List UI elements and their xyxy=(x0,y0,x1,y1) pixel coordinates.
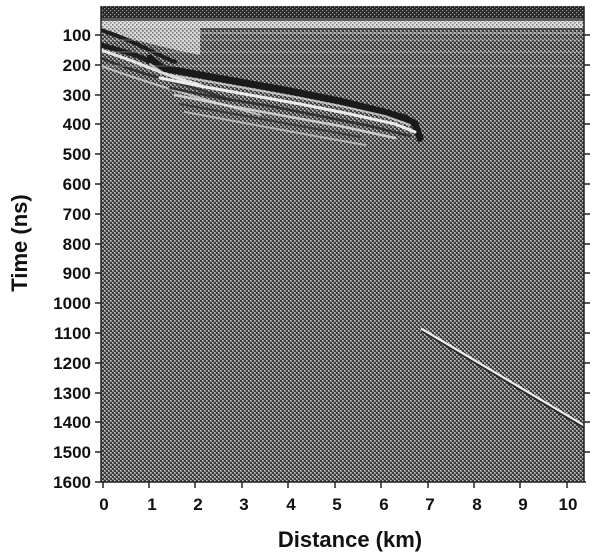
x-axis-ticks xyxy=(102,482,568,488)
x-tick-label: 2 xyxy=(193,495,202,514)
x-axis-title: Distance (km) xyxy=(278,527,422,552)
y-tick-label: 800 xyxy=(63,235,91,254)
x-tick-label: 4 xyxy=(286,495,296,514)
deep-linear-event xyxy=(420,327,584,429)
y-tick-label: 500 xyxy=(63,145,91,164)
y-tick-label: 1400 xyxy=(53,413,91,432)
x-tick-label: 0 xyxy=(99,495,108,514)
x-axis-labels: 0 1 2 3 4 5 6 7 8 9 10 xyxy=(99,495,577,514)
y-tick-label: 1100 xyxy=(54,324,91,343)
direct-wave-band xyxy=(101,6,584,55)
x-tick-label: 9 xyxy=(518,495,527,514)
x-tick-label: 3 xyxy=(239,495,248,514)
main-reflector xyxy=(146,54,424,146)
y-tick-label: 700 xyxy=(63,205,91,224)
y-tick-label: 1500 xyxy=(53,443,91,462)
y-tick-label: 1200 xyxy=(53,354,91,373)
y-axis-title: Time (ns) xyxy=(7,194,32,291)
y-tick-label: 900 xyxy=(63,264,91,283)
x-tick-label: 8 xyxy=(472,495,481,514)
x-tick-label: 1 xyxy=(147,495,156,514)
y-axis-ticks xyxy=(95,34,590,483)
y-tick-label: 600 xyxy=(63,175,91,194)
plot-area xyxy=(101,6,584,482)
y-tick-label: 1300 xyxy=(53,384,91,403)
y-tick-label: 200 xyxy=(63,56,91,75)
x-tick-label: 6 xyxy=(379,495,388,514)
y-axis-labels: 100 200 300 400 500 600 700 800 900 1000… xyxy=(53,26,91,492)
y-tick-label: 400 xyxy=(63,115,91,134)
y-tick-label: 300 xyxy=(63,86,91,105)
y-tick-label: 100 xyxy=(63,26,91,45)
x-tick-label: 7 xyxy=(425,495,434,514)
y-tick-label: 1600 xyxy=(53,473,91,492)
x-tick-label: 5 xyxy=(332,495,341,514)
y-tick-label: 1000 xyxy=(53,294,91,313)
x-tick-label: 10 xyxy=(559,495,578,514)
faint-layering xyxy=(101,39,584,67)
